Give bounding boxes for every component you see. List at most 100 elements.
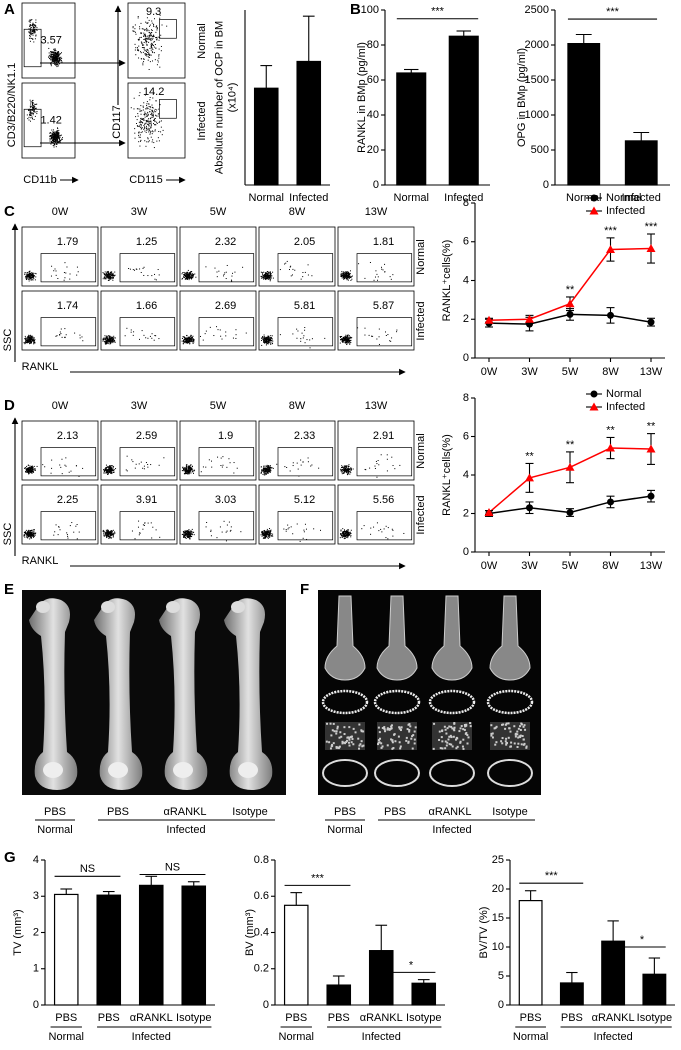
event-dot — [346, 471, 348, 473]
event-dot — [26, 534, 28, 536]
event-dot — [346, 335, 348, 337]
trabecula — [413, 738, 416, 741]
event-dot — [266, 532, 268, 534]
event-dot — [300, 278, 302, 280]
event-dot — [260, 472, 262, 474]
event-dot — [346, 276, 348, 278]
event-dot — [147, 127, 149, 129]
event-dot — [349, 270, 351, 272]
flow-plot — [179, 290, 257, 351]
trabecula — [377, 739, 380, 742]
trabecula — [520, 722, 523, 725]
event-dot — [58, 129, 60, 131]
event-dot — [261, 272, 263, 274]
event-dot — [153, 119, 155, 121]
event-dot — [110, 272, 112, 274]
event-dot — [28, 535, 30, 537]
event-dot — [53, 49, 55, 51]
trabecula — [448, 725, 451, 728]
event-dot — [190, 535, 192, 537]
event-dot — [57, 63, 59, 65]
event-dot — [28, 280, 30, 282]
event-dot — [158, 274, 160, 276]
event-dot — [144, 53, 146, 55]
event-dot — [161, 134, 163, 136]
event-dot — [31, 534, 33, 536]
event-dot — [30, 467, 32, 469]
event-dot — [181, 273, 183, 275]
event-dot — [144, 50, 146, 52]
event-dot — [264, 275, 266, 277]
y-tick-label: 500 — [531, 144, 549, 156]
event-dot — [110, 274, 112, 276]
event-dot — [347, 335, 349, 337]
event-dot — [346, 275, 348, 277]
event-dot — [75, 525, 77, 527]
event-dot — [150, 54, 152, 56]
event-dot — [269, 280, 271, 282]
event-dot — [184, 468, 186, 470]
event-dot — [157, 36, 159, 38]
event-dot — [142, 45, 144, 47]
event-dot — [113, 469, 115, 471]
event-dot — [266, 530, 268, 532]
event-dot — [33, 277, 35, 279]
event-dot — [304, 523, 306, 525]
event-dot — [32, 534, 34, 536]
event-dot — [181, 278, 183, 280]
event-dot — [103, 531, 105, 533]
event-dot — [394, 468, 396, 470]
event-dot — [240, 531, 242, 533]
event-dot — [184, 531, 186, 533]
trabecula — [407, 741, 410, 744]
event-dot — [112, 529, 114, 531]
trabecula — [462, 728, 465, 731]
column-label: 5W — [210, 400, 227, 412]
event-dot — [29, 469, 31, 471]
trabecula — [380, 742, 383, 745]
event-dot — [348, 335, 350, 337]
trabecula — [326, 722, 329, 725]
trabecula — [469, 725, 472, 728]
event-dot — [55, 134, 57, 136]
event-dot — [105, 272, 107, 274]
event-dot — [108, 469, 110, 471]
event-dot — [182, 343, 184, 345]
event-dot — [346, 272, 348, 274]
event-dot — [61, 458, 63, 460]
event-dot — [262, 470, 264, 472]
trabecula — [495, 725, 498, 728]
event-dot — [269, 471, 271, 473]
event-dot — [187, 340, 189, 342]
event-dot — [156, 109, 158, 111]
event-dot — [150, 40, 152, 42]
event-dot — [186, 465, 188, 467]
event-dot — [35, 276, 37, 278]
event-dot — [265, 277, 267, 279]
event-dot — [190, 464, 192, 466]
event-dot — [32, 279, 34, 281]
event-dot — [341, 277, 343, 279]
event-dot — [71, 522, 73, 524]
trabecula — [441, 747, 444, 750]
event-dot — [60, 58, 62, 60]
event-dot — [135, 33, 137, 35]
event-dot — [264, 469, 266, 471]
event-dot — [269, 530, 271, 532]
event-dot — [347, 469, 349, 471]
event-dot — [57, 138, 59, 140]
trabecula — [383, 726, 386, 729]
event-dot — [143, 102, 145, 104]
event-dot — [107, 340, 109, 342]
event-dot — [58, 57, 60, 59]
event-dot — [140, 128, 142, 130]
event-dot — [185, 531, 187, 533]
event-dot — [52, 59, 54, 61]
event-dot — [111, 278, 113, 280]
event-dot — [348, 276, 350, 278]
event-dot — [107, 465, 109, 467]
event-dot — [112, 276, 114, 278]
event-dot — [143, 113, 145, 115]
event-dot — [268, 530, 270, 532]
event-dot — [30, 278, 32, 280]
